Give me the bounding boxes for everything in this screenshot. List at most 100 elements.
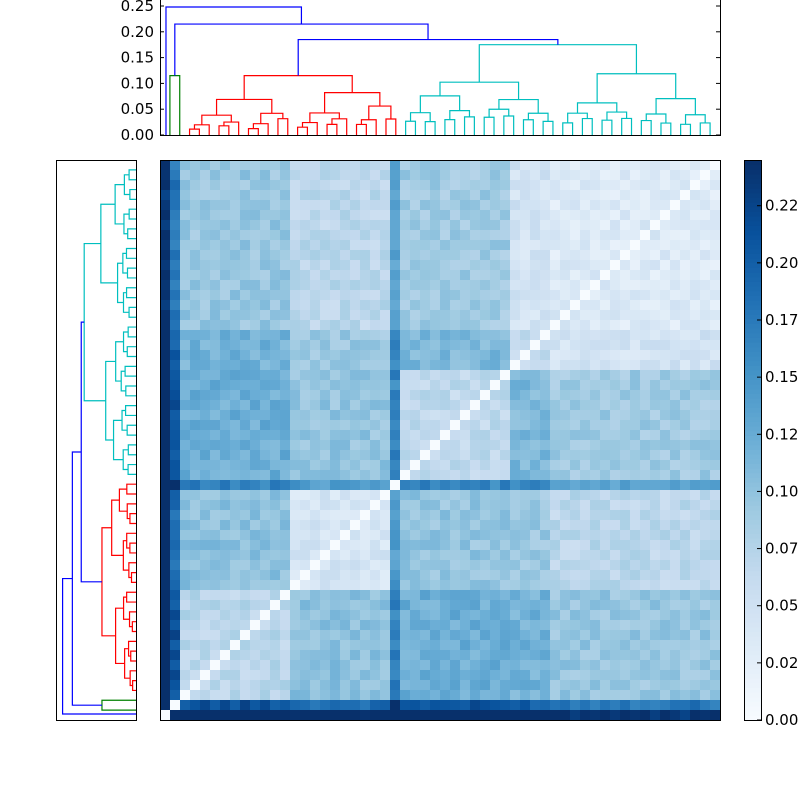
heatmap-cell: [560, 170, 571, 181]
heatmap-cell: [370, 200, 381, 211]
heatmap-cell: [440, 290, 451, 301]
distance-heatmap: [160, 160, 721, 721]
heatmap-cell: [240, 440, 251, 451]
heatmap-cell: [180, 250, 191, 261]
heatmap-cell: [220, 410, 231, 421]
dendrogram-link: [126, 503, 136, 520]
heatmap-cell: [570, 340, 581, 351]
heatmap-cell: [690, 470, 701, 481]
heatmap-cell: [650, 310, 661, 321]
heatmap-cell: [260, 700, 271, 711]
heatmap-cell: [200, 530, 211, 541]
heatmap-cell: [540, 580, 551, 591]
heatmap-cell: [690, 360, 701, 371]
heatmap-cell: [320, 230, 331, 241]
heatmap-cell: [600, 300, 611, 311]
heatmap-cell: [350, 340, 361, 351]
heatmap-cell: [630, 340, 641, 351]
heatmap-cell: [210, 240, 221, 251]
heatmap-cell: [270, 620, 281, 631]
heatmap-cell: [600, 510, 611, 521]
heatmap-cell: [380, 270, 391, 281]
heatmap-cell: [200, 260, 211, 271]
dendrogram-link: [61, 577, 136, 715]
heatmap-cell: [430, 420, 441, 431]
heatmap-cell: [180, 270, 191, 281]
heatmap-cell: [390, 290, 401, 301]
heatmap-cell: [250, 420, 261, 431]
heatmap-cell: [670, 420, 681, 431]
heatmap-cell: [290, 200, 301, 211]
heatmap-cell: [180, 440, 191, 451]
heatmap-cell: [460, 450, 471, 461]
heatmap-cell: [410, 340, 421, 351]
heatmap-cell: [530, 710, 541, 721]
heatmap-cell: [700, 520, 711, 531]
heatmap-cell: [610, 330, 621, 341]
heatmap-cell: [360, 610, 371, 621]
heatmap-cell: [200, 290, 211, 301]
heatmap-cell: [630, 310, 641, 321]
heatmap-cell: [560, 380, 571, 391]
heatmap-cell: [350, 700, 361, 711]
heatmap-cell: [380, 450, 391, 461]
heatmap-cell: [290, 550, 301, 561]
heatmap-cell: [230, 360, 241, 371]
heatmap-cell: [580, 700, 591, 711]
heatmap-cell: [650, 500, 661, 511]
heatmap-cell: [630, 350, 641, 361]
heatmap-cell: [510, 690, 521, 701]
colorbar-segment: [744, 533, 761, 539]
heatmap-cell: [530, 240, 541, 251]
heatmap-cell: [310, 680, 321, 691]
heatmap-cell: [460, 180, 471, 191]
heatmap-cell: [260, 280, 271, 291]
heatmap-cell: [600, 310, 611, 321]
heatmap-cell: [630, 190, 641, 201]
heatmap-cell: [230, 410, 241, 421]
heatmap-cell: [510, 390, 521, 401]
heatmap-cell: [550, 290, 561, 301]
heatmap-cell: [630, 670, 641, 681]
heatmap-cell: [230, 160, 241, 171]
heatmap-cell: [700, 310, 711, 321]
heatmap-cell: [680, 340, 691, 351]
heatmap-cell: [310, 490, 321, 501]
heatmap-cell: [280, 700, 291, 711]
heatmap-cell: [500, 680, 511, 691]
heatmap-cell: [680, 690, 691, 701]
heatmap-cell: [190, 660, 201, 671]
heatmap-cell: [490, 320, 501, 331]
heatmap-cell: [240, 630, 251, 641]
heatmap-cell: [490, 350, 501, 361]
heatmap-cell: [280, 160, 291, 171]
heatmap-cell: [590, 460, 601, 471]
heatmap-cell: [300, 290, 311, 301]
heatmap-cell: [210, 480, 221, 491]
heatmap-cell: [560, 440, 571, 451]
heatmap-cell: [490, 640, 501, 651]
heatmap-cell: [320, 400, 331, 411]
heatmap-cell: [610, 270, 621, 281]
heatmap-cell: [160, 350, 171, 361]
heatmap-cell: [650, 330, 661, 341]
heatmap-cell: [520, 530, 531, 541]
heatmap-cell: [640, 450, 651, 461]
heatmap-cell: [550, 170, 561, 181]
heatmap-cell: [560, 500, 571, 511]
heatmap-cell: [280, 620, 291, 631]
heatmap-cell: [310, 330, 321, 341]
dendrogram-link: [111, 499, 124, 557]
heatmap-cell: [710, 200, 721, 211]
heatmap-cell: [440, 250, 451, 261]
heatmap-cell: [520, 500, 531, 511]
heatmap-cell: [350, 560, 361, 571]
heatmap-cell: [380, 610, 391, 621]
heatmap-cell: [180, 220, 191, 231]
heatmap-cell: [210, 210, 221, 221]
heatmap-cell: [590, 630, 601, 641]
heatmap-cell: [370, 320, 381, 331]
heatmap-cell: [330, 440, 341, 451]
heatmap-cell: [310, 440, 321, 451]
heatmap-cell: [220, 290, 231, 301]
